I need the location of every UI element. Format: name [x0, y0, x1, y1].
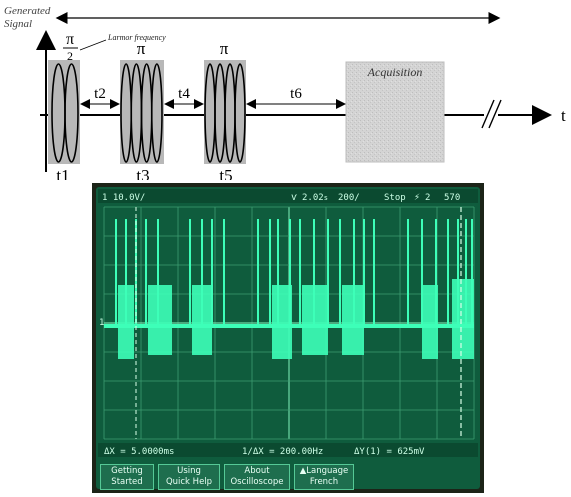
softkey-label-line2: Quick Help	[165, 477, 213, 487]
axis-break-icon	[481, 99, 502, 129]
axis-label-line2: Signal	[4, 18, 32, 30]
softkey-label-line2: Started	[111, 477, 143, 487]
softkey-quick-help[interactable]: Using Quick Help	[158, 464, 220, 490]
signal-trace	[104, 219, 474, 359]
pulse-2-label: π	[137, 39, 146, 58]
oscilloscope-screen: 1 10.0V/ ⱱ 2.02s 200/ Stop ⚡ 2 570 1 ΔX …	[96, 187, 480, 489]
t3-label: t3	[136, 166, 149, 180]
acquisition-block	[345, 61, 445, 163]
axis-label: Generated Signal	[4, 5, 53, 30]
time-axis-label: t	[561, 106, 566, 125]
pulse-1-label-num: π	[66, 31, 74, 48]
pulse-3-waveform	[204, 63, 246, 163]
pulse-1-waveform	[51, 63, 79, 163]
softkey-label-line2: Oscilloscope	[230, 477, 284, 487]
trigger-source: 2	[425, 193, 430, 203]
measurement-bar	[98, 443, 478, 457]
t2-label: t2	[94, 86, 106, 102]
run-mode: Stop	[384, 193, 406, 203]
trace-burst	[452, 279, 474, 359]
channel-scale: 1 10.0V/	[102, 193, 145, 203]
acquisition-label: Acquisition	[367, 65, 423, 79]
trigger-level: 570	[444, 193, 460, 203]
measurement-inv-dx: 1/ΔX = 200.00Hz	[242, 447, 323, 457]
t1-label: t1	[56, 166, 69, 180]
softkey-label-line1: Getting	[111, 466, 143, 476]
t6-label: t6	[290, 86, 302, 102]
softkey-getting-started[interactable]: Getting Started	[100, 464, 154, 490]
softkey-label-line1: Using	[177, 466, 201, 476]
softkey-label-line1: ▲Language	[299, 466, 349, 476]
measurement-dx: ΔX = 5.0000ms	[104, 447, 174, 457]
status-bar	[98, 189, 478, 203]
time-reference: 2.02s	[302, 193, 328, 203]
oscilloscope-display: 1 10.0V/ ⱱ 2.02s 200/ Stop ⚡ 2 570 1 ΔX …	[92, 183, 484, 493]
pulse-cycle	[234, 63, 246, 163]
pulse-3-label: π	[220, 39, 229, 58]
trace-burst	[148, 285, 172, 355]
axis-label-line1: Generated	[4, 5, 51, 17]
timebase: 200/	[338, 193, 360, 203]
t4-label: t4	[178, 86, 190, 102]
trigger-slope-icon: ⚡	[414, 192, 420, 203]
trigger-marker-icon: ⱱ	[291, 192, 297, 203]
larmor-pointer	[79, 39, 107, 51]
channel-ground-marker: 1	[99, 318, 104, 328]
pulse-1-label-den: 2	[67, 49, 73, 63]
pulse-2-waveform	[120, 63, 163, 163]
pulse-sequence-diagram: Generated Signal t Acquisition π 2 π π L…	[4, 5, 566, 180]
trace-burst	[422, 285, 438, 359]
softkey-language[interactable]: ▲Language French	[294, 464, 354, 490]
pulse-cycle	[150, 63, 163, 163]
larmor-frequency-label: Larmor frequency	[107, 33, 166, 42]
softkey-label-line2: French	[309, 477, 339, 487]
measurement-dy: ΔY(1) = 625mV	[354, 447, 425, 457]
softkey-label-line1: About	[244, 466, 270, 476]
pulse-cycle	[64, 63, 79, 163]
softkey-about-oscilloscope[interactable]: About Oscilloscope	[224, 464, 290, 490]
t5-label: t5	[219, 166, 232, 180]
